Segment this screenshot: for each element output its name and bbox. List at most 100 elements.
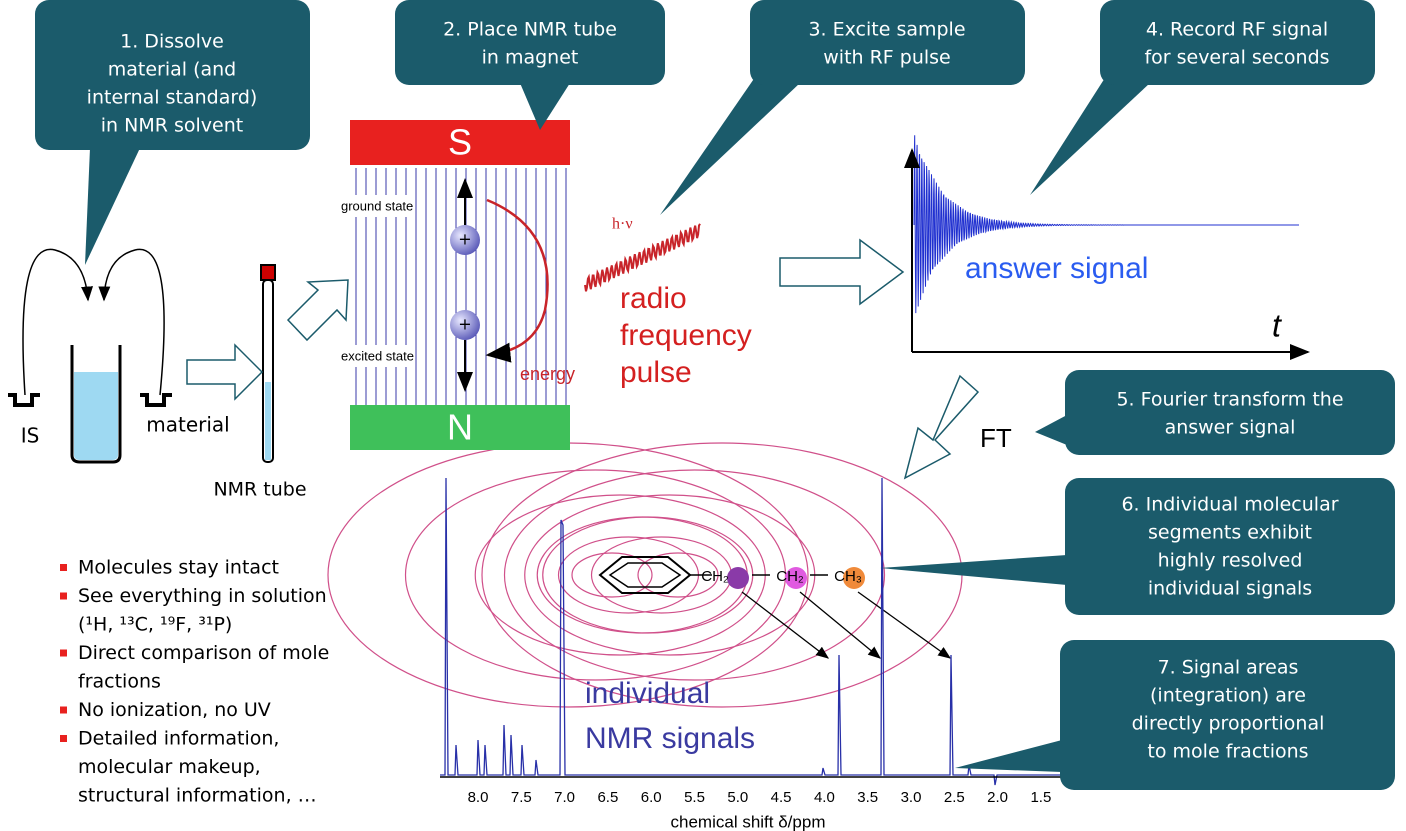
callout-text: individual signals xyxy=(1148,578,1312,600)
bullet-list: Molecules stay intact See everything in s… xyxy=(60,557,329,807)
field-line xyxy=(571,552,653,598)
callout-text: with RF pulse xyxy=(823,47,951,69)
is-label: IS xyxy=(21,424,40,448)
spectrum-tick-label: 3.0 xyxy=(901,789,922,806)
callout xyxy=(395,0,665,85)
callout-tail xyxy=(955,740,1062,772)
group-dot xyxy=(843,567,865,589)
field-line xyxy=(557,536,700,614)
callout-tail xyxy=(1035,415,1067,445)
energy-label: energy xyxy=(520,364,575,384)
bullet-text: See everything in solution xyxy=(78,585,327,607)
callout-text: 4. Record RF signal xyxy=(1146,19,1328,41)
spectrum-tick-label: 7.0 xyxy=(554,789,575,806)
callout-text: material (and xyxy=(108,59,237,81)
pointer xyxy=(857,591,952,659)
callout-tail xyxy=(660,70,800,215)
bullet-text: structural information, … xyxy=(78,785,317,807)
bullet-text: No ionization, no UV xyxy=(78,699,271,721)
south-pole xyxy=(350,120,570,165)
callout-text: highly resolved xyxy=(1158,550,1303,572)
time-axis-label: t xyxy=(1272,307,1282,343)
signals-label: NMR signals xyxy=(585,722,755,755)
spectrum-tick-label: 6.0 xyxy=(641,789,662,806)
spectrum-axis-label: chemical shift δ/ppm xyxy=(671,812,826,831)
tube-solvent xyxy=(265,382,271,460)
callout-text: 5. Fourier transform the xyxy=(1116,389,1343,411)
field-lines xyxy=(327,442,963,708)
spin xyxy=(450,225,480,255)
spectrum-ticks: 8.0 7.5 7.0 6.5 6.0 5.5 5.0 4.5 4.0 3.5 3.0 2.5 2.0 1… xyxy=(468,789,1052,806)
callout xyxy=(1065,478,1395,615)
signals-label: individual xyxy=(585,677,710,710)
group-dot xyxy=(785,567,807,589)
tube-label: NMR tube xyxy=(213,479,306,501)
arrow xyxy=(286,279,349,342)
solvent xyxy=(74,372,118,460)
callout-text: in NMR solvent xyxy=(101,115,243,137)
spectrum-tick-label: 8.0 xyxy=(468,789,489,806)
bullet-text: molecular makeup, xyxy=(78,756,261,778)
ft-label: FT xyxy=(980,423,1012,453)
callout xyxy=(750,0,1025,85)
bullet xyxy=(60,735,67,742)
pointer xyxy=(741,591,830,659)
spin xyxy=(450,310,480,340)
label-bg xyxy=(340,195,412,217)
group-label: CH₂ xyxy=(776,568,804,585)
spectrum-tick-label: 4.5 xyxy=(771,789,792,806)
callout-tail xyxy=(85,148,140,265)
spectrum-tick-label: 5.0 xyxy=(727,789,748,806)
spectrum-tick-label: 5.5 xyxy=(684,789,705,806)
spectrum-tick-label: 3.5 xyxy=(857,789,878,806)
spoon xyxy=(8,393,40,407)
spectrum-tick-label: 6.5 xyxy=(597,789,618,806)
labels: IS material NMR tube S N ground state ex… xyxy=(21,122,1282,831)
plus: + xyxy=(458,230,471,249)
spectrum-tick-label: 7.5 xyxy=(511,789,532,806)
callout-text: in magnet xyxy=(482,47,579,69)
callouts: 1. Dissolve material (and internal standar… xyxy=(35,0,1395,790)
plus: + xyxy=(458,315,471,334)
callout-text: (integration) are xyxy=(1150,685,1306,707)
photon-wave xyxy=(584,223,701,292)
callout xyxy=(1100,0,1375,85)
bullet xyxy=(60,564,67,571)
callout-text: internal standard) xyxy=(87,87,258,109)
callout-tail xyxy=(1030,70,1150,195)
arrow xyxy=(98,248,165,396)
spectrum-tick-label: 2.0 xyxy=(987,789,1008,806)
benzene-ring xyxy=(608,562,682,588)
callout-text: 6. Individual molecular xyxy=(1121,494,1338,516)
vial xyxy=(70,345,122,464)
group-label: CH₂ xyxy=(701,568,729,585)
bullet-text: Direct comparison of mole xyxy=(78,642,329,664)
north-pole xyxy=(350,405,570,450)
arrow xyxy=(779,238,905,306)
group-dot xyxy=(727,567,749,589)
group-label: CH₃ xyxy=(834,568,862,585)
callout xyxy=(1065,370,1395,455)
excited-label: excited state xyxy=(341,348,414,363)
fid-label: answer signal xyxy=(965,252,1148,285)
bullet-text: (¹H, ¹³C, ¹⁹F, ³¹P) xyxy=(78,614,232,636)
fid-signal xyxy=(913,135,1299,314)
material-label: material xyxy=(146,413,229,437)
field-line xyxy=(637,552,719,598)
callout-text: to mole fractions xyxy=(1147,741,1308,763)
arrow xyxy=(22,248,94,396)
callout-tail xyxy=(880,555,1067,585)
spectrum-tick-label: 4.0 xyxy=(814,789,835,806)
callout-text: 7. Signal areas xyxy=(1158,657,1299,679)
arrow xyxy=(186,343,264,401)
callout-text: 1. Dissolve xyxy=(120,31,224,53)
arrow xyxy=(903,374,980,480)
spoon xyxy=(140,393,172,407)
bullet-text: Molecules stay intact xyxy=(78,557,279,579)
spectrum-tick-label: 2.5 xyxy=(944,789,965,806)
pulse-label: frequency xyxy=(620,319,752,352)
callout-tail xyxy=(520,83,570,130)
bullet xyxy=(60,592,67,600)
ground-label: ground state xyxy=(341,198,413,213)
